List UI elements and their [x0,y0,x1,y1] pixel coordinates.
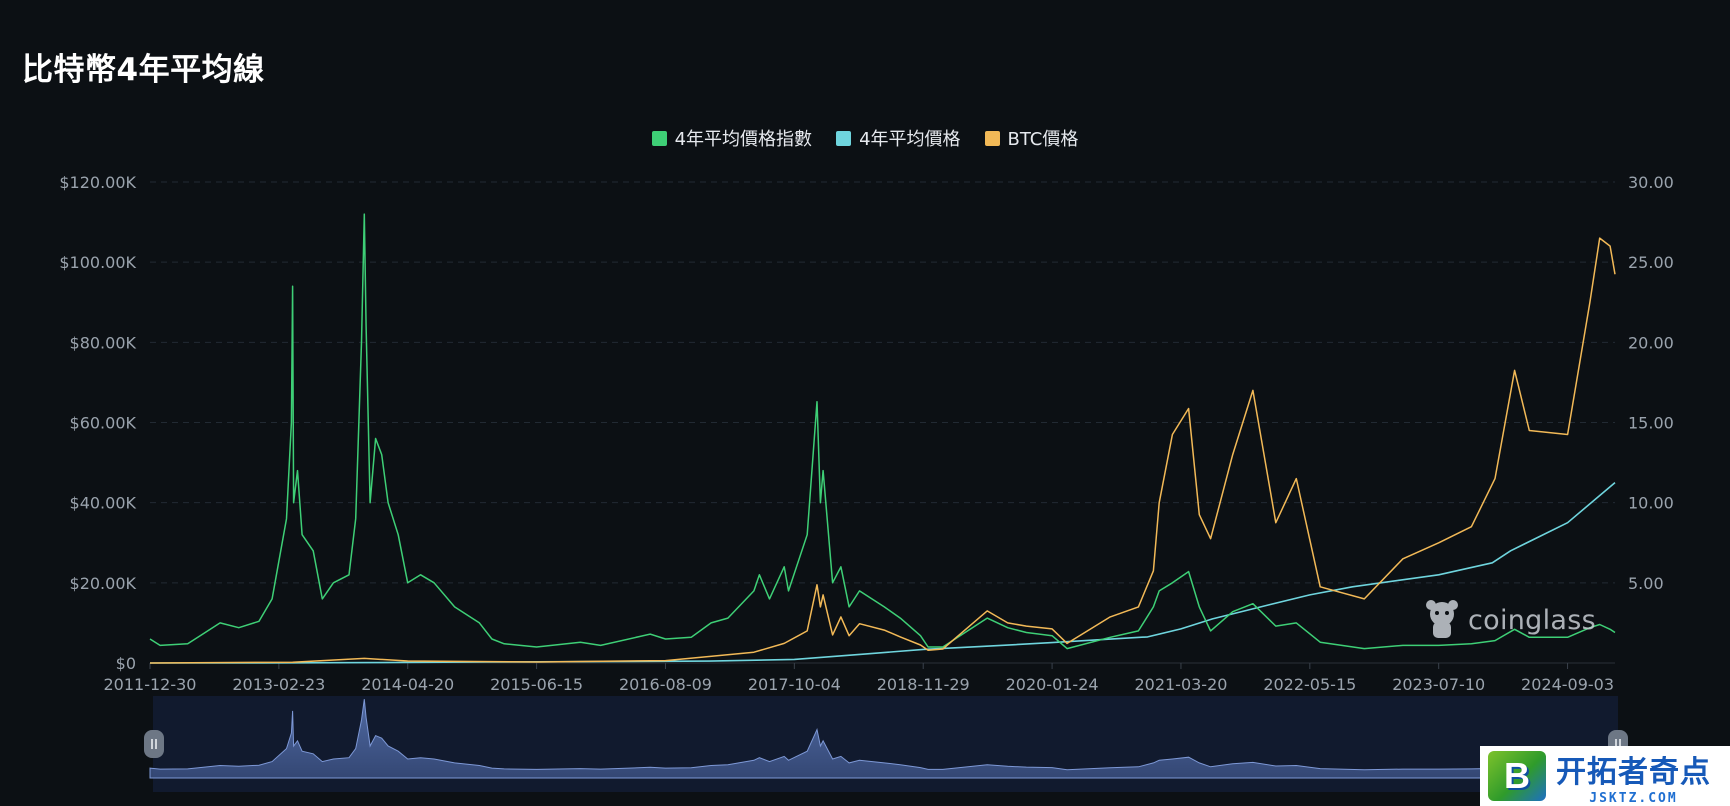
series-line-avg-price [149,481,1616,664]
x-tick-label: 2020-01-24 [1006,675,1099,694]
x-tick-label: 2017-10-04 [748,675,841,694]
grid-lines [150,181,1615,664]
coinglass-mascot-icon [1426,600,1458,638]
y-left-tick-label: $120.00K [59,173,136,192]
y-right-tick-label: 15.00 [1628,414,1674,433]
x-tick-label: 2011-12-30 [104,675,197,694]
x-tick-label: 2015-06-15 [490,675,583,694]
site-domain: JSKTZ.COM [1589,790,1678,806]
x-tick-label: 2023-07-10 [1392,675,1485,694]
legend-item-index[interactable]: 4年平均價格指數 [651,125,813,151]
y-right-tick-label: 20.00 [1628,333,1674,352]
legend-label-index: 4年平均價格指數 [674,129,813,150]
x-axis: 2011-12-30 2013-02-23 2014-04-20 2015-06-15… [104,663,1614,694]
y-left-tick-label: $40.00K [70,494,137,513]
site-badge: B 开拓者奇点 JSKTZ.COM [1480,746,1730,806]
legend-swatch-index [651,130,667,146]
y-left-tick-label: $0 [116,654,136,673]
x-tick-label: 2018-11-29 [877,675,970,694]
y-left-tick-label: $60.00K [70,414,137,433]
navigator-preview [149,699,1616,779]
legend-item-avg-price[interactable]: 4年平均價格 [836,125,961,151]
watermark-text: coinglass [1468,604,1596,636]
y-left-tick-label: $20.00K [70,574,137,593]
site-logo-icon: B [1488,751,1546,801]
site-name: 开拓者奇点 [1556,754,1711,790]
plot-area [149,213,1616,664]
page-title: 比特幣4年平均線 [22,52,265,88]
site-logo-letter: B [1504,755,1530,796]
x-tick-label: 2024-09-03 [1521,675,1614,694]
legend-label-avg-price: 4年平均價格 [859,129,961,150]
x-tick-label: 2016-08-09 [619,675,712,694]
series-line-btc-price [149,237,1616,664]
x-tick-label: 2021-03-20 [1134,675,1227,694]
y-axis-left: $0 $20.00K $40.00K $60.00K $80.00K $100.00K $1… [59,173,136,673]
y-left-tick-label: $80.00K [70,333,137,352]
legend-item-btc-price[interactable]: BTC價格 [984,125,1079,151]
y-left-tick-label: $100.00K [59,253,136,272]
x-tick-label: 2022-05-15 [1263,675,1356,694]
zoom-handle-left[interactable] [144,730,164,758]
y-right-tick-label: 25.00 [1628,253,1674,272]
chart-legend: 4年平均價格指數 4年平均價格 BTC價格 [0,125,1730,151]
navigator-area [149,699,1616,779]
watermark: coinglass [1422,598,1596,642]
series-line-index [149,213,1616,650]
legend-swatch-btc-price [984,130,1000,146]
y-axis-right: 5.00 10.00 15.00 20.00 25.00 30.00 [1628,173,1674,593]
legend-label-btc-price: BTC價格 [1007,129,1079,150]
y-right-tick-label: 5.00 [1628,574,1664,593]
y-right-tick-label: 30.00 [1628,173,1674,192]
y-right-tick-label: 10.00 [1628,494,1674,513]
x-tick-label: 2014-04-20 [361,675,454,694]
x-tick-label: 2013-02-23 [232,675,325,694]
legend-swatch-avg-price [836,130,852,146]
